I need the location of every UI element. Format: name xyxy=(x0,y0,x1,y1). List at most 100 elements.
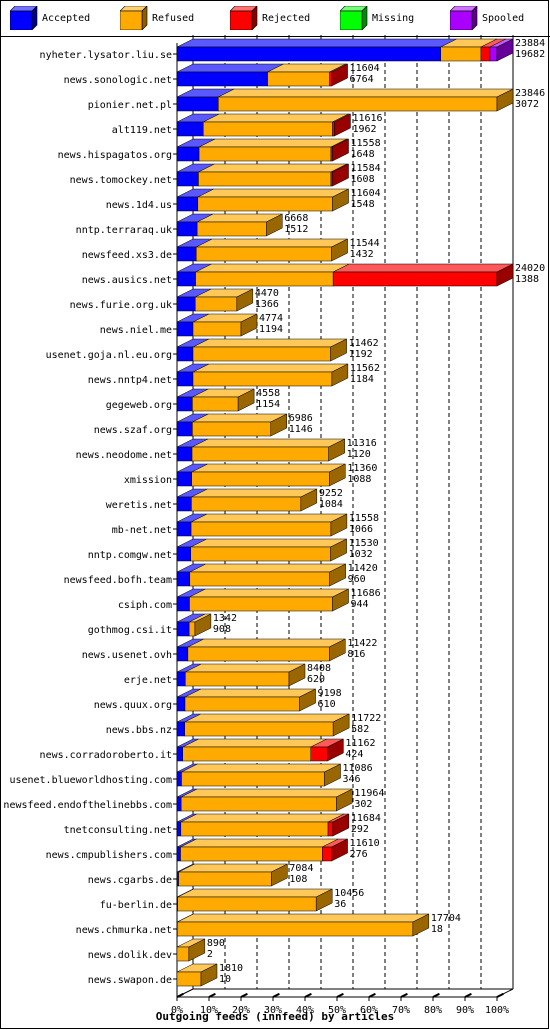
accepted-count-label: 36 xyxy=(334,899,346,910)
bar-segment-refused-top xyxy=(191,488,317,498)
legend: Accepted Refused Rejected Missing Spooled xyxy=(0,0,550,36)
bar-segment-refused xyxy=(196,221,267,237)
host-label: news.1d4.us xyxy=(106,200,172,211)
host-label: usenet.goja.nl.eu.org xyxy=(46,350,172,361)
host-label: newsfeed.bofh.team xyxy=(64,575,172,586)
host-label: news.cmpublishers.com xyxy=(46,850,172,861)
x-tick-label-0: 0% xyxy=(171,1005,183,1016)
bar-segment-refused xyxy=(176,946,190,962)
x-tick-label-60: 60% xyxy=(360,1005,378,1016)
bar-segment-refused-top xyxy=(182,738,327,748)
x-tick-depth-60 xyxy=(368,992,376,998)
bar-segment-refused-side xyxy=(271,863,288,887)
host-label: news.usenet.ovh xyxy=(82,650,172,661)
bar-segment-refused xyxy=(177,896,317,912)
bar-segment-refused-side xyxy=(324,763,341,787)
offered-count-label: 17704 xyxy=(431,913,461,924)
accepted-count-label: 424 xyxy=(345,749,363,760)
bar-segment-rejected-top xyxy=(333,263,514,273)
bar-segment-refused xyxy=(440,46,482,62)
host-label: news.dolik.dev xyxy=(88,950,172,961)
bar-segment-refused-top xyxy=(198,163,348,173)
bar-segment-refused xyxy=(178,871,272,887)
accepted-count-label: 346 xyxy=(343,774,361,785)
accepted-count-label: 582 xyxy=(351,724,369,735)
bar-segment-refused-top xyxy=(191,438,345,448)
host-label: pionier.net.pl xyxy=(88,100,172,111)
host-label: nntp.comgw.net xyxy=(88,550,172,561)
bar-segment-refused xyxy=(185,671,290,687)
bar-segment-accepted xyxy=(176,371,194,387)
x-tick-label-50: 50% xyxy=(328,1005,346,1016)
host-label: news.sonologic.net xyxy=(64,75,172,86)
host-label: news.niel.me xyxy=(100,325,172,336)
accepted-count-label: 19682 xyxy=(515,49,545,60)
accepted-count-label: 10 xyxy=(219,974,231,985)
bar-segment-refused-side xyxy=(270,413,288,437)
offered-count-label: 1342 xyxy=(213,613,237,624)
bar-segment-refused-side xyxy=(300,488,318,512)
host-label: fu-berlin.de xyxy=(100,900,172,911)
legend-swatch-accepted xyxy=(10,6,38,30)
bar-segment-refused xyxy=(197,196,333,212)
bar-segment-rejected-side xyxy=(332,138,349,162)
bar-segment-accepted xyxy=(176,696,186,712)
accepted-count-label: 1066 xyxy=(349,524,373,535)
bar-segment-refused xyxy=(194,296,238,312)
bar-segment-accepted xyxy=(176,746,184,762)
x-tick-depth-80 xyxy=(432,992,440,998)
offered-count-label: 11686 xyxy=(351,588,381,599)
bar-segment-refused xyxy=(267,71,330,87)
bar-segment-refused-side xyxy=(330,338,347,362)
offered-count-label: 24020 xyxy=(515,263,545,274)
x-tick-depth-50 xyxy=(336,992,344,998)
host-label: newsfeed.endofthelinebbs.com xyxy=(3,800,172,811)
bar-segment-refused xyxy=(189,596,333,612)
accepted-count-label: 3072 xyxy=(515,99,539,110)
bar-segment-refused-side xyxy=(266,213,283,237)
legend-label-rejected: Rejected xyxy=(262,13,311,24)
accepted-count-label: 944 xyxy=(351,599,369,610)
accepted-count-label: 6764 xyxy=(350,74,374,85)
offered-count-label: 10456 xyxy=(334,888,364,899)
bar-segment-accepted xyxy=(176,571,191,587)
bar-segment-refused-top xyxy=(189,563,346,573)
offered-count-label: 11162 xyxy=(345,738,375,749)
x-tick-depth-100 xyxy=(496,992,504,998)
bar-segment-accepted xyxy=(176,821,182,837)
bar-segment-refused-side xyxy=(332,588,349,612)
accepted-count-label: 1120 xyxy=(347,449,371,460)
bar-segment-accepted xyxy=(176,471,192,487)
bar-segment-refused-side xyxy=(329,563,346,587)
bar-segment-refused-side xyxy=(200,963,218,987)
bar-segment-rejected-side xyxy=(327,738,344,762)
offered-count-label: 11684 xyxy=(351,813,381,824)
offered-count-label: 7084 xyxy=(289,863,313,874)
bar-segment-refused-side xyxy=(315,888,333,912)
bar-segment-accepted-top xyxy=(176,63,284,73)
bar-segment-refused-side xyxy=(412,913,430,937)
bar-segment-refused xyxy=(190,521,332,537)
bar-segment-refused xyxy=(192,421,272,437)
legend-swatch-refused xyxy=(120,6,148,30)
x-tick-label-30: 30% xyxy=(264,1005,282,1016)
bar-segment-refused xyxy=(198,171,332,187)
accepted-count-label: 1366 xyxy=(255,299,279,310)
bar-segment-refused-side xyxy=(330,538,347,562)
offered-count-label: 11544 xyxy=(350,238,380,249)
bar-segment-refused xyxy=(198,146,332,162)
host-label: gegeweb.org xyxy=(106,400,172,411)
